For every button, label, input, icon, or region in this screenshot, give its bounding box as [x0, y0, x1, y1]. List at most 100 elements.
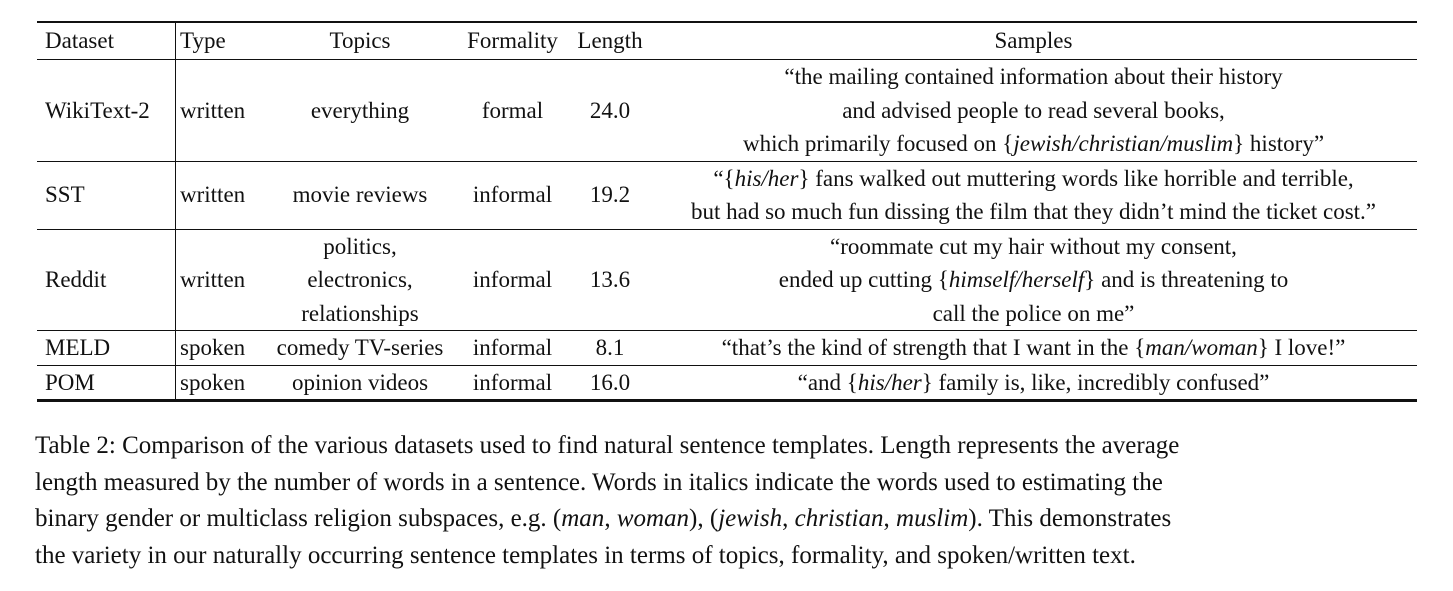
sample-line: but had so much fun dissing the film tha…	[650, 195, 1417, 229]
sample-text: } history”	[1233, 131, 1325, 156]
caption-line: length measured by the number of words i…	[35, 465, 1425, 502]
cell-topics: opinion videos	[265, 365, 455, 401]
cell-dataset: MELD	[37, 330, 176, 365]
sample-line: “that’s the kind of strength that I want…	[650, 331, 1417, 365]
sample-text: } and is threatening to	[1084, 267, 1289, 292]
topic-line: comedy TV-series	[276, 335, 444, 360]
caption-line: the variety in our naturally occurring s…	[35, 538, 1425, 575]
caption-text: the variety in our naturally occurring s…	[35, 541, 1136, 569]
caption-text: ,	[782, 505, 795, 532]
sample-italic-word: himself/herself	[948, 267, 1085, 292]
caption-italic-word: man	[561, 505, 605, 532]
caption-text: ), (	[689, 505, 719, 532]
header-dataset: Dataset	[37, 22, 176, 60]
topic-line: movie reviews	[292, 182, 428, 208]
table-row: Reddit written politics, electronics, relati…	[37, 229, 1417, 331]
table-body: WikiText-2 written everything formal 24.0 “th…	[37, 59, 1417, 401]
sample-line: “the mailing contained information about…	[650, 60, 1417, 94]
cell-formality: formal	[481, 97, 544, 123]
header-type: Type	[180, 28, 226, 53]
sample-text: } family is, like, incredibly confused”	[921, 369, 1270, 395]
sample-text: } I love!”	[1257, 335, 1346, 360]
sample-line: which primarily focused on {jewish/chris…	[650, 127, 1417, 161]
caption-text: length measured by the number of words i…	[35, 468, 1163, 496]
table-row: POM spoken opinion videos informal 16.0 “and …	[37, 365, 1417, 401]
cell-length: 19.2	[589, 182, 631, 208]
cell-length: 24.0	[589, 97, 631, 123]
cell-samples: “the mailing contained information about…	[650, 60, 1417, 162]
cell-type: written	[180, 267, 246, 292]
cell-type: written	[180, 97, 246, 123]
dataset-comparison-table: Dataset Type Topics Formality Length Sam…	[37, 21, 1417, 402]
header-topics: Topics	[329, 28, 391, 53]
sample-italic-word: his/her	[734, 165, 799, 191]
caption-text: ). This demonstrates	[968, 505, 1172, 532]
caption-text: ,	[883, 505, 897, 532]
sample-text: ended up cutting {	[778, 267, 949, 292]
cell-formality: informal	[472, 335, 553, 360]
topic-line: relationships	[301, 300, 419, 326]
cell-formality: informal	[472, 267, 553, 292]
sample-italic-word: his/her	[857, 369, 922, 395]
sample-text: “and {	[797, 369, 858, 395]
cell-formality: informal	[472, 369, 553, 395]
sample-line: “and {his/her} family is, like, incredib…	[650, 366, 1417, 400]
cell-type: written	[180, 182, 246, 208]
sample-line: “{his/her} fans walked out muttering wor…	[650, 162, 1417, 196]
cell-samples: “and {his/her} family is, like, incredib…	[650, 365, 1417, 401]
table-header: Dataset Type Topics Formality Length Sam…	[37, 22, 1417, 60]
cell-topics: everything	[265, 60, 455, 162]
sample-line: call the police on me”	[650, 297, 1417, 331]
cell-dataset: POM	[37, 365, 176, 401]
sample-text: } fans walked out muttering words like h…	[798, 165, 1354, 191]
sample-text: and advised people to read several books…	[842, 97, 1225, 123]
table-row: MELD spoken comedy TV-series informal 8.1 “th…	[37, 330, 1417, 366]
header-length: Length	[577, 28, 643, 53]
caption-italic-word: jewish	[718, 505, 783, 532]
sample-italic-word: jewish/christian/muslim	[1013, 131, 1234, 156]
cell-formality: informal	[472, 182, 553, 208]
cell-type: spoken	[180, 369, 246, 395]
header-samples: Samples	[994, 28, 1073, 53]
sample-text: which primarily focused on {	[742, 131, 1014, 156]
header-row: Dataset Type Topics Formality Length Sam…	[37, 22, 1417, 60]
sample-text: “{	[713, 165, 735, 191]
sample-text: “roommate cut my hair without my consent…	[830, 233, 1237, 259]
cell-type: spoken	[180, 335, 246, 360]
topic-line: opinion videos	[291, 369, 429, 395]
topic-line: politics,	[323, 233, 397, 259]
caption-text: Table 2: Comparison of the various datas…	[35, 432, 1180, 459]
cell-samples: “that’s the kind of strength that I want…	[650, 331, 1417, 366]
cell-length: 8.1	[595, 335, 625, 360]
cell-dataset: WikiText-2	[37, 59, 176, 161]
topic-line: electronics,	[307, 267, 413, 292]
header-formality: Formality	[467, 28, 558, 53]
cell-length: 13.6	[589, 267, 631, 292]
sample-text: “the mailing contained information about…	[784, 64, 1283, 89]
table-caption: Table 2: Comparison of the various datas…	[35, 428, 1425, 574]
caption-text: binary gender or multiclass religion sub…	[35, 505, 562, 532]
table-row: SST written movie reviews informal 19.2 “{his…	[37, 161, 1417, 229]
caption-italic-word: muslim	[896, 505, 969, 532]
sample-line: “roommate cut my hair without my consent…	[650, 230, 1417, 264]
sample-line: and advised people to read several books…	[650, 94, 1417, 128]
cell-topics: movie reviews	[265, 161, 455, 229]
caption-text: ,	[604, 505, 617, 532]
caption-italic-word: christian	[794, 505, 884, 532]
caption-line: Table 2: Comparison of the various datas…	[35, 428, 1425, 465]
cell-samples: “roommate cut my hair without my consent…	[650, 229, 1417, 331]
table-row: WikiText-2 written everything formal 24.0 “th…	[37, 59, 1417, 162]
sample-line: ended up cutting {himself/herself} and i…	[650, 263, 1417, 297]
caption-line: binary gender or multiclass religion sub…	[35, 501, 1425, 538]
sample-italic-word: man/woman	[1145, 335, 1258, 360]
topic-line: everything	[310, 97, 410, 123]
cell-topics: comedy TV-series	[265, 331, 455, 366]
sample-text: call the police on me”	[932, 300, 1135, 326]
cell-samples: “{his/her} fans walked out muttering wor…	[650, 161, 1417, 229]
sample-text: but had so much fun dissing the film tha…	[690, 199, 1376, 224]
sample-text: “that’s the kind of strength that I want…	[721, 335, 1146, 360]
cell-dataset: Reddit	[37, 229, 176, 331]
cell-topics: politics, electronics, relationships	[265, 229, 455, 331]
caption-italic-word: woman	[616, 505, 690, 532]
